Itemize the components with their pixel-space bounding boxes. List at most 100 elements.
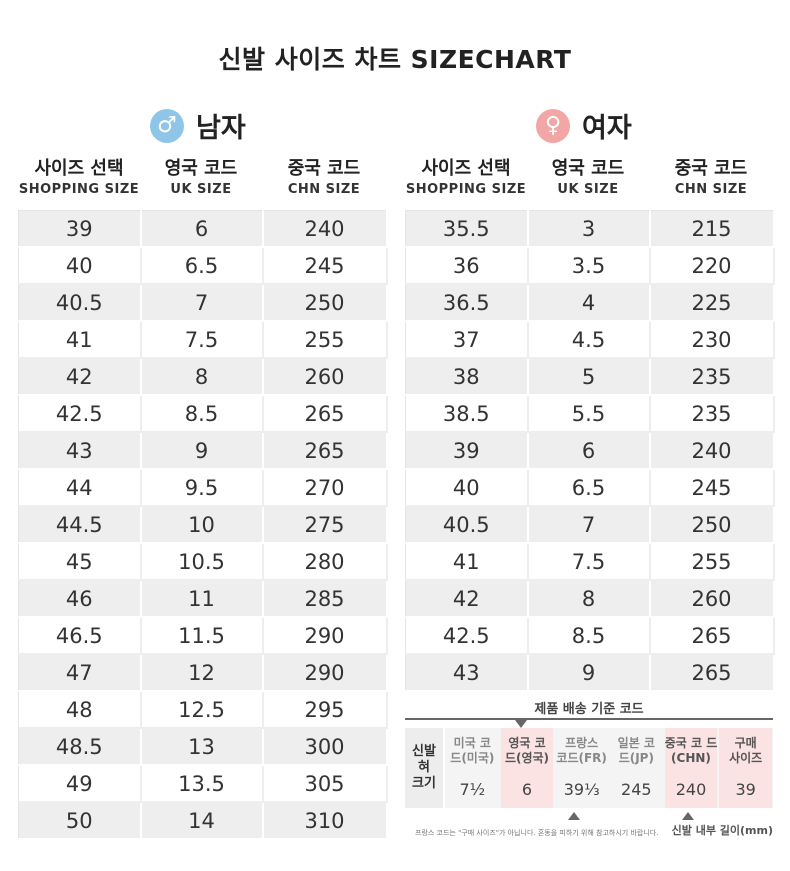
table-row: 43 9 265 [405, 654, 775, 692]
table-row: 47 12 290 [18, 654, 388, 692]
men-size-table: 39 6 240 40 6.5 245 40.5 7 250 41 7.5 255 42 8 260 42.5… [18, 210, 388, 840]
table-row: 36 3.5 220 [405, 247, 775, 285]
highlight-column [719, 728, 772, 808]
reference-column-value: 245 [621, 780, 652, 799]
shopping-size-cell: 38 [405, 358, 529, 396]
chn-size-cell: 240 [649, 432, 775, 470]
reference-unit: 신발 내부 길이(mm) [671, 824, 773, 837]
men-label: 남자 [196, 113, 246, 144]
table-row: 40 6.5 245 [18, 247, 388, 285]
shopping-size-cell: 44.5 [18, 506, 142, 544]
uk-size-cell: 4.5 [527, 321, 651, 359]
chn-size-cell: 265 [649, 617, 775, 655]
uk-size-cell: 11.5 [140, 617, 264, 655]
chn-size-cell: 265 [649, 654, 775, 692]
highlight-column [500, 728, 554, 808]
shopping-size-cell: 41 [18, 321, 142, 359]
shopping-size-cell: 35.5 [405, 210, 529, 248]
chn-size-cell: 290 [262, 654, 388, 692]
reference-box: 제품 배송 기준 코드 신발 혀 크기 미국 코 드(미국) 7½ 영국 코 드(영국) 6 프… [405, 694, 773, 844]
table-row: 49 13.5 305 [18, 765, 388, 803]
table-row: 37 4.5 230 [405, 321, 775, 359]
uk-size-cell: 3.5 [527, 247, 651, 285]
uk-size-cell: 8.5 [140, 395, 264, 433]
women-section-title: ♀ 여자 [536, 106, 632, 145]
chn-size-cell: 265 [262, 432, 388, 470]
uk-size-cell: 10.5 [140, 543, 264, 581]
uk-size-cell: 8 [527, 580, 651, 618]
chn-size-cell: 235 [649, 358, 775, 396]
table-row: 42 8 260 [18, 358, 388, 396]
shopping-size-cell: 39 [405, 432, 529, 470]
men-section-title: ♂ 남자 [150, 106, 246, 145]
shopping-size-cell: 48 [18, 691, 142, 729]
uk-size-cell: 6.5 [527, 469, 651, 507]
table-row: 38 5 235 [405, 358, 775, 396]
shopping-size-cell: 40 [405, 469, 529, 507]
chn-size-cell: 300 [262, 728, 388, 766]
chn-size-cell: 230 [649, 321, 775, 359]
uk-size-cell: 12.5 [140, 691, 264, 729]
chn-size-cell: 275 [262, 506, 388, 544]
chn-size-cell: 235 [649, 395, 775, 433]
chn-size-cell: 270 [262, 469, 388, 507]
reference-column-label: 프랑스 코드(FR) [556, 736, 607, 765]
arrow-up-icon [682, 812, 694, 820]
highlight-column [664, 728, 718, 808]
chn-size-cell: 265 [262, 395, 388, 433]
male-icon: ♂ [150, 108, 184, 143]
uk-size-cell: 14 [140, 802, 264, 840]
reference-column-label: 중국 코 드 (CHN) [664, 736, 718, 765]
table-row: 39 6 240 [18, 210, 388, 248]
uk-size-cell: 7 [140, 284, 264, 322]
table-row: 43 9 265 [18, 432, 388, 470]
uk-size-cell: 12 [140, 654, 264, 692]
reference-grid: 미국 코 드(미국) 7½ 영국 코 드(영국) 6 프랑스 코드(FR) 39⅓ 일본 코 드(J… [445, 728, 773, 808]
table-row: 42 8 260 [405, 580, 775, 618]
shopping-size-cell: 38.5 [405, 395, 529, 433]
uk-size-cell: 6.5 [140, 247, 264, 285]
shopping-size-cell: 39 [18, 210, 142, 248]
table-row: 39 6 240 [405, 432, 775, 470]
arrow-up-icon [568, 812, 580, 820]
shopping-size-cell: 46.5 [18, 617, 142, 655]
women-header-chn: 중국 코드 CHN SIZE [674, 158, 748, 197]
reference-caption: 제품 배송 기준 코드 [534, 702, 644, 717]
table-row: 40.5 7 250 [18, 284, 388, 322]
chn-size-cell: 255 [649, 543, 775, 581]
men-header-uk: 영국 코드 UK SIZE [164, 158, 238, 197]
shopping-size-cell: 43 [18, 432, 142, 470]
chn-size-cell: 260 [649, 580, 775, 618]
chn-size-cell: 220 [649, 247, 775, 285]
reference-note: 프랑스 코드는 "구매 사이즈"가 아닙니다. 혼동을 피하기 위해 참고하시기… [415, 829, 659, 837]
shopping-size-cell: 50 [18, 802, 142, 840]
uk-size-cell: 7.5 [527, 543, 651, 581]
chn-size-cell: 305 [262, 765, 388, 803]
shopping-size-cell: 42.5 [18, 395, 142, 433]
table-row: 42.5 8.5 265 [405, 617, 775, 655]
female-icon: ♀ [536, 108, 570, 143]
chn-size-cell: 280 [262, 543, 388, 581]
shopping-size-cell: 42.5 [405, 617, 529, 655]
shopping-size-cell: 44 [18, 469, 142, 507]
table-row: 38.5 5.5 235 [405, 395, 775, 433]
table-row: 48 12.5 295 [18, 691, 388, 729]
page-title: 신발 사이즈 차트 SIZECHART [218, 45, 572, 74]
uk-size-cell: 5.5 [527, 395, 651, 433]
shopping-size-cell: 40.5 [18, 284, 142, 322]
uk-size-cell: 9 [527, 654, 651, 692]
uk-size-cell: 11 [140, 580, 264, 618]
men-header-chn: 중국 코드 CHN SIZE [287, 158, 361, 197]
shopping-size-cell: 45 [18, 543, 142, 581]
uk-size-cell: 7.5 [140, 321, 264, 359]
reference-column-label: 일본 코 드(JP) [617, 736, 655, 765]
table-row: 50 14 310 [18, 802, 388, 840]
chn-size-cell: 240 [262, 210, 388, 248]
table-row: 40.5 7 250 [405, 506, 775, 544]
table-row: 41 7.5 255 [405, 543, 775, 581]
table-row: 42.5 8.5 265 [18, 395, 388, 433]
shopping-size-cell: 40.5 [405, 506, 529, 544]
uk-size-cell: 5 [527, 358, 651, 396]
uk-size-cell: 10 [140, 506, 264, 544]
table-row: 41 7.5 255 [18, 321, 388, 359]
